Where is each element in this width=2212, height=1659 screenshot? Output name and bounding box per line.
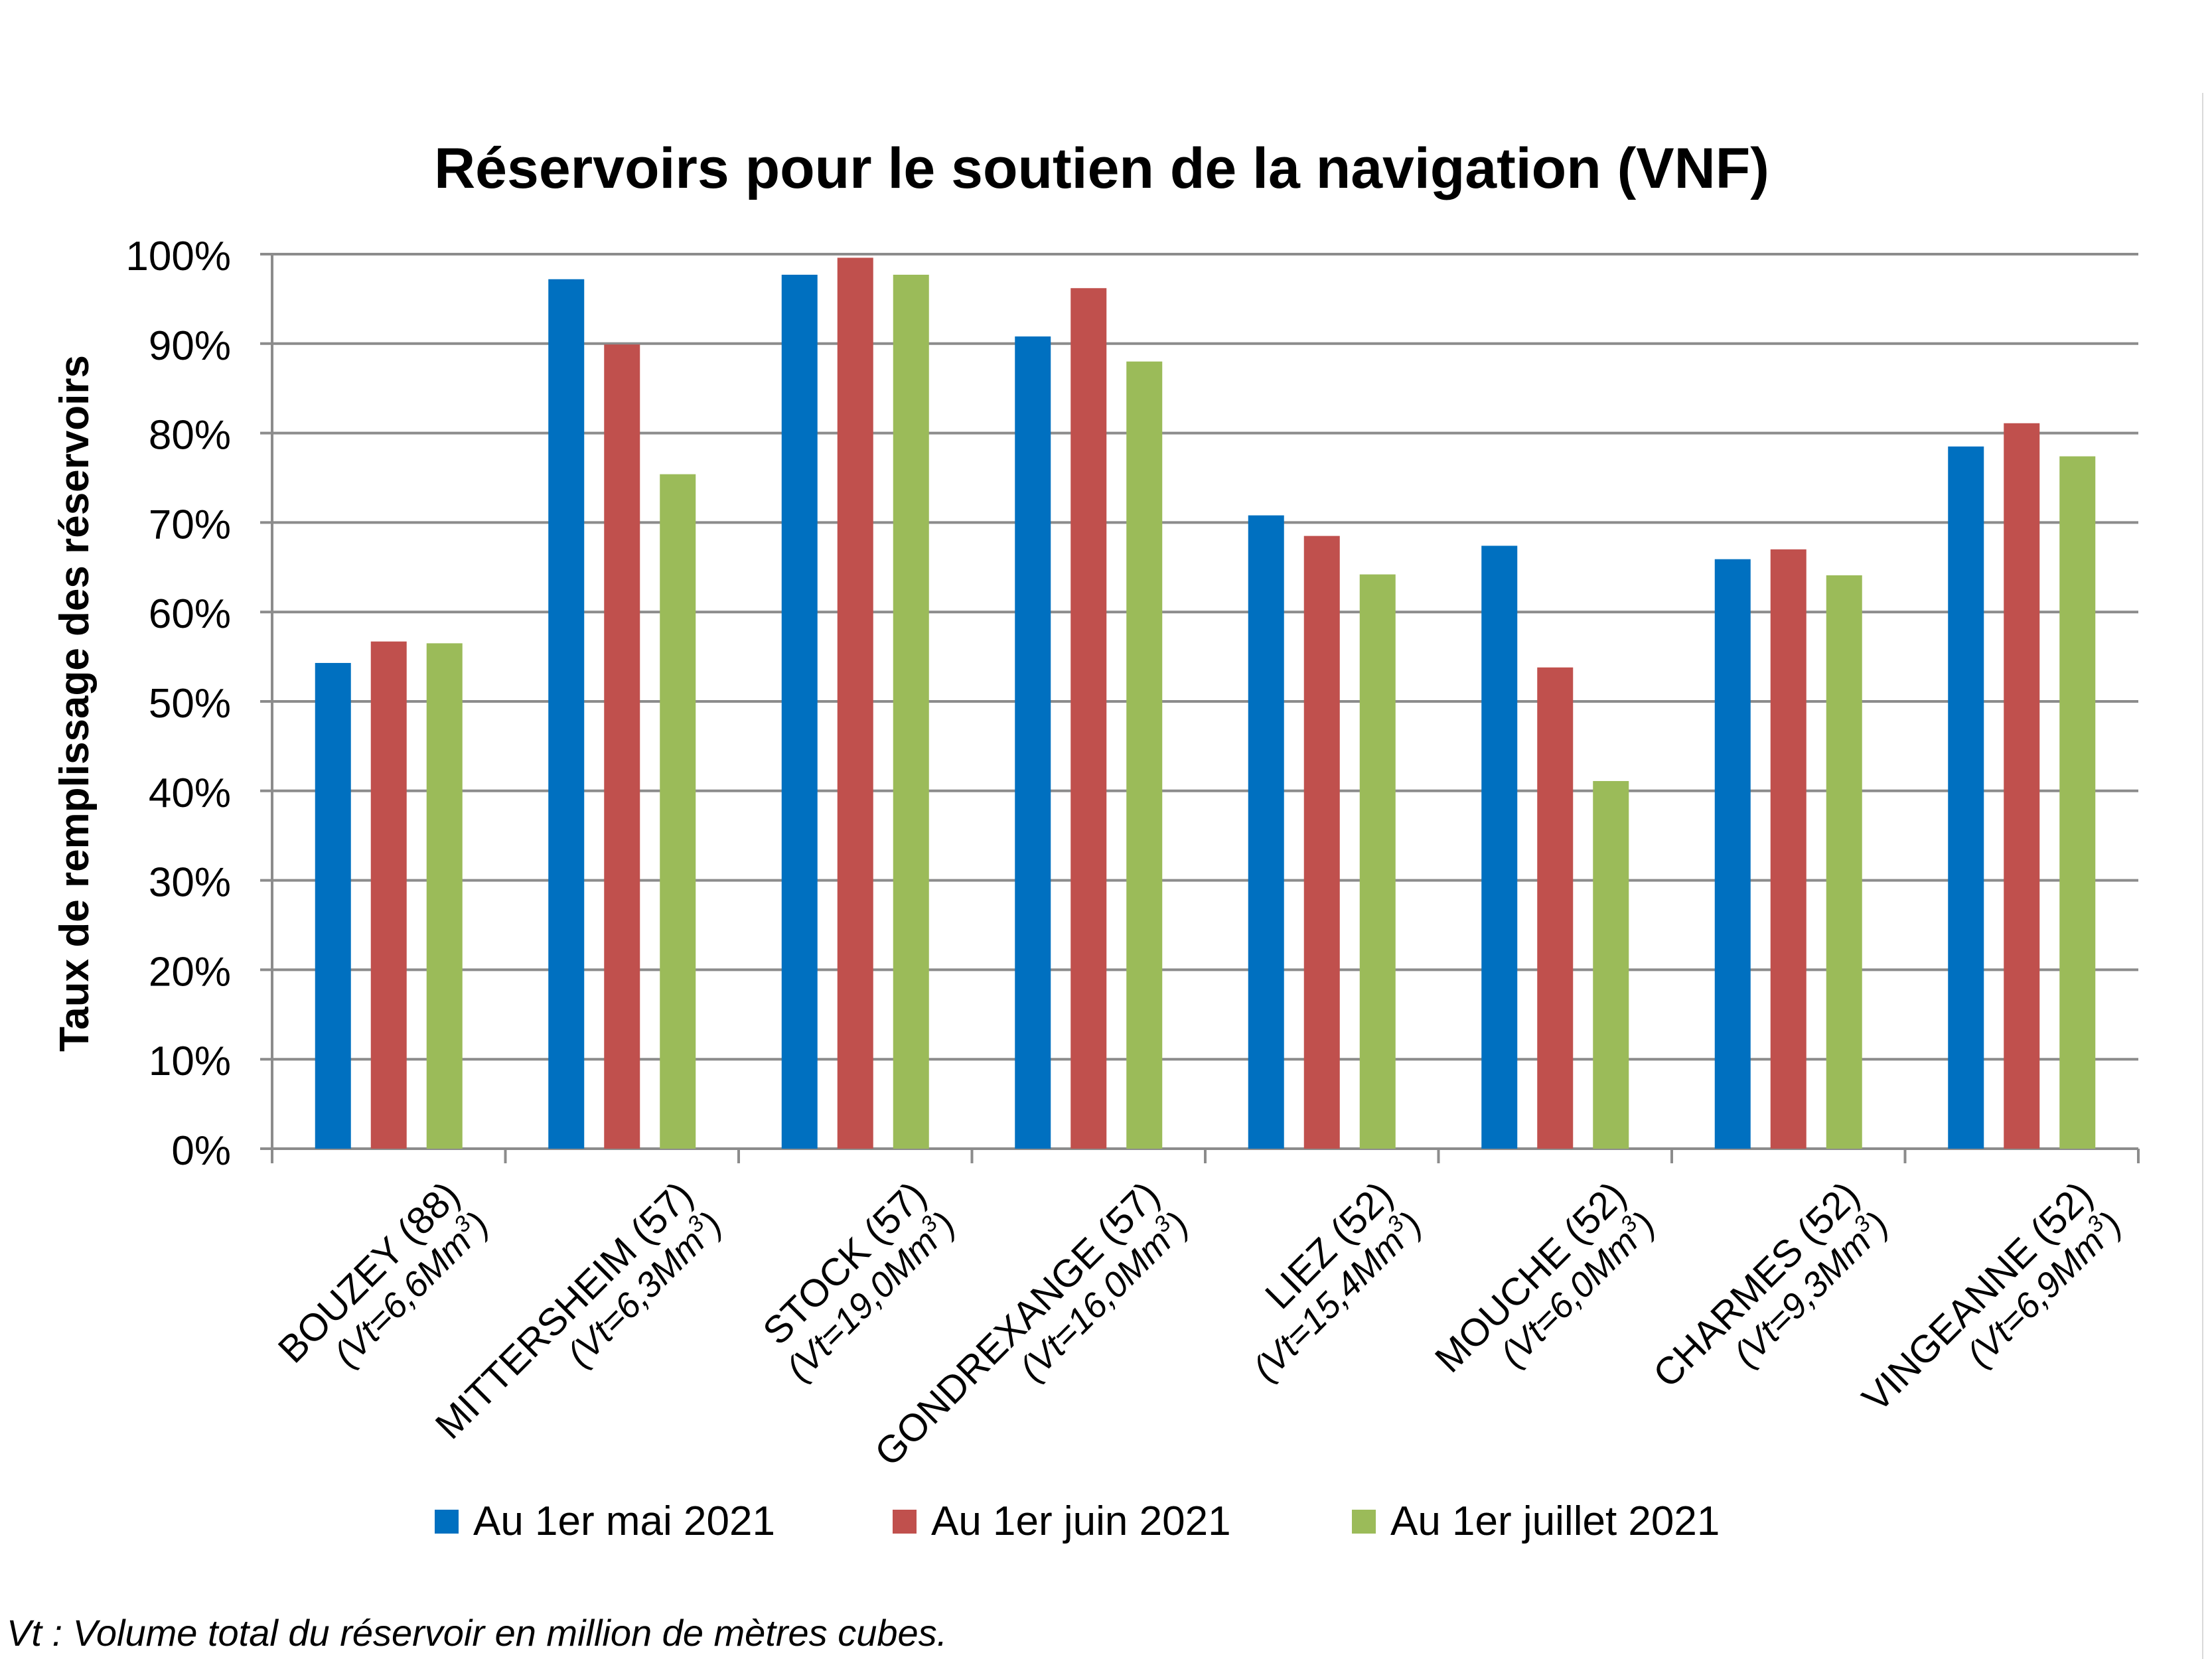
right-divider — [2202, 93, 2203, 1659]
x-tick-label: LIEZ (52)(Vt=15,4Mm3) — [1246, 1173, 1430, 1388]
bar — [1126, 361, 1163, 1149]
legend-label: Au 1er mai 2021 — [473, 1498, 775, 1544]
bar — [426, 643, 463, 1149]
chart-title: Réservoirs pour le soutien de la navigat… — [434, 137, 1769, 200]
bar — [2004, 423, 2040, 1149]
y-tick-label: 60% — [149, 591, 231, 637]
y-tick-label: 80% — [149, 413, 231, 459]
bar — [1248, 515, 1284, 1149]
legend-label: Au 1er juin 2021 — [931, 1498, 1231, 1544]
bar — [1303, 536, 1340, 1149]
y-tick-label: 30% — [149, 860, 231, 906]
legend-swatch — [893, 1510, 917, 1534]
bar — [548, 279, 585, 1149]
x-tick-label: BOUZEY (88)(Vt=6,6Mm3) — [270, 1173, 496, 1374]
y-tick-label: 70% — [149, 502, 231, 547]
legend-swatch — [1352, 1510, 1376, 1534]
bar — [1593, 780, 1629, 1149]
bar — [370, 641, 407, 1149]
bar — [837, 257, 873, 1149]
x-tick-label: VINGEANNE (52)(Vt=6,9Mm3) — [1854, 1173, 2130, 1420]
bar — [893, 275, 929, 1149]
footnote: Vt : Volume total du réservoir en millio… — [7, 1612, 947, 1654]
bar — [315, 663, 351, 1149]
bar — [1481, 545, 1518, 1149]
y-tick-label: 40% — [149, 770, 231, 816]
x-tick-label: MOUCHE (52)(Vt=6,0Mm3) — [1427, 1173, 1663, 1381]
bar — [1770, 549, 1806, 1149]
y-tick-label: 100% — [125, 234, 231, 279]
bar — [1070, 288, 1107, 1149]
bar — [604, 344, 640, 1149]
bar — [1826, 575, 1862, 1149]
bar — [660, 474, 696, 1149]
legend-label: Au 1er juillet 2021 — [1390, 1498, 1720, 1544]
y-tick-label: 0% — [171, 1128, 231, 1174]
bar — [1714, 559, 1751, 1149]
y-tick-label: 10% — [149, 1039, 231, 1084]
bar — [1359, 574, 1396, 1149]
bar — [2059, 456, 2096, 1149]
y-tick-label: 90% — [149, 323, 231, 369]
bar — [781, 275, 818, 1149]
y-tick-label: 20% — [149, 949, 231, 995]
y-axis-label: Taux de remplissage des réservoirs — [52, 355, 98, 1052]
bar — [1537, 667, 1574, 1149]
y-tick-label: 50% — [149, 681, 231, 727]
legend-swatch — [435, 1510, 459, 1534]
bar — [1015, 336, 1051, 1149]
bar — [1948, 446, 1984, 1149]
x-tick-label: STOCK (57)(Vt=19,0Mm3) — [755, 1173, 963, 1388]
